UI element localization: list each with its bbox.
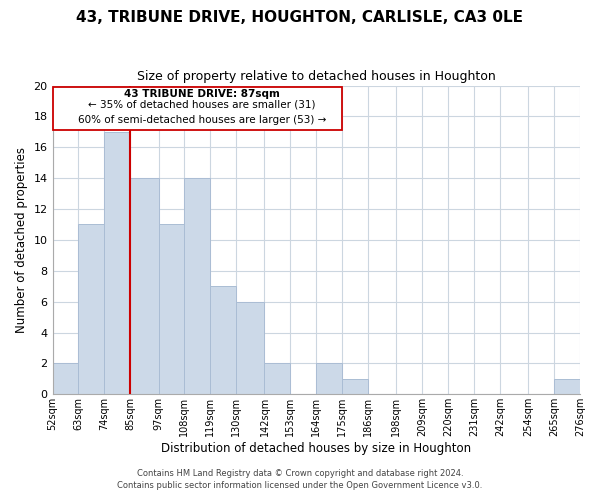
Bar	[79, 224, 104, 394]
Bar	[236, 302, 265, 394]
Bar	[184, 178, 211, 394]
Bar	[554, 379, 580, 394]
X-axis label: Distribution of detached houses by size in Houghton: Distribution of detached houses by size …	[161, 442, 472, 455]
Bar	[316, 364, 342, 394]
FancyBboxPatch shape	[53, 87, 342, 130]
Bar	[211, 286, 236, 395]
Text: 43 TRIBUNE DRIVE: 87sqm: 43 TRIBUNE DRIVE: 87sqm	[124, 89, 280, 99]
Text: ← 35% of detached houses are smaller (31): ← 35% of detached houses are smaller (31…	[88, 99, 316, 109]
Title: Size of property relative to detached houses in Houghton: Size of property relative to detached ho…	[137, 70, 496, 83]
Text: 60% of semi-detached houses are larger (53) →: 60% of semi-detached houses are larger (…	[78, 116, 326, 126]
Bar	[265, 364, 290, 394]
Text: Contains HM Land Registry data © Crown copyright and database right 2024.
Contai: Contains HM Land Registry data © Crown c…	[118, 468, 482, 490]
Text: 43, TRIBUNE DRIVE, HOUGHTON, CARLISLE, CA3 0LE: 43, TRIBUNE DRIVE, HOUGHTON, CARLISLE, C…	[77, 10, 523, 25]
Bar	[53, 364, 79, 394]
Bar	[342, 379, 368, 394]
Bar	[104, 132, 130, 394]
Bar	[130, 178, 158, 394]
Bar	[158, 224, 184, 394]
Y-axis label: Number of detached properties: Number of detached properties	[15, 147, 28, 333]
